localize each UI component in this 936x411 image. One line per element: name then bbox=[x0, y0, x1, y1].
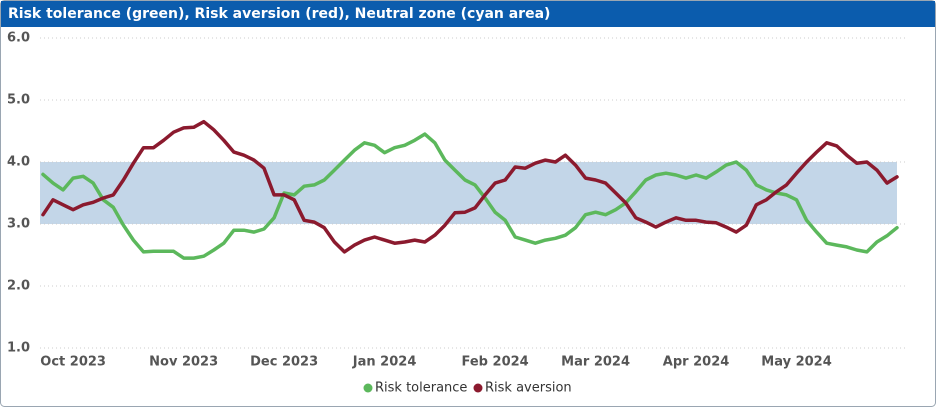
legend-marker bbox=[473, 383, 483, 393]
chart-title: Risk tolerance (green), Risk aversion (r… bbox=[8, 6, 550, 22]
x-tick-label: May 2024 bbox=[761, 355, 832, 370]
neutral-zone bbox=[40, 162, 897, 224]
x-tick-label: Feb 2024 bbox=[462, 355, 529, 370]
y-tick-label: 3.0 bbox=[7, 217, 30, 232]
y-tick-label: 5.0 bbox=[7, 93, 30, 108]
y-tick-label: 1.0 bbox=[7, 341, 30, 356]
y-tick-label: 4.0 bbox=[7, 155, 30, 170]
x-tick-label: Oct 2023 bbox=[40, 355, 106, 370]
x-tick-label: Mar 2024 bbox=[561, 355, 630, 370]
legend-label: Risk aversion bbox=[485, 381, 572, 396]
legend-label: Risk tolerance bbox=[375, 381, 467, 396]
x-tick-label: Dec 2023 bbox=[250, 355, 318, 370]
series-line bbox=[41, 119, 899, 254]
y-tick-label: 2.0 bbox=[7, 279, 30, 294]
x-tick-label: Jan 2024 bbox=[352, 355, 417, 370]
series-line bbox=[41, 132, 899, 260]
header-bar bbox=[1, 1, 935, 27]
y-tick-label: 6.0 bbox=[7, 31, 30, 46]
x-tick-label: Apr 2024 bbox=[663, 355, 730, 370]
x-tick-label: Nov 2023 bbox=[149, 355, 218, 370]
legend-marker bbox=[363, 383, 373, 393]
